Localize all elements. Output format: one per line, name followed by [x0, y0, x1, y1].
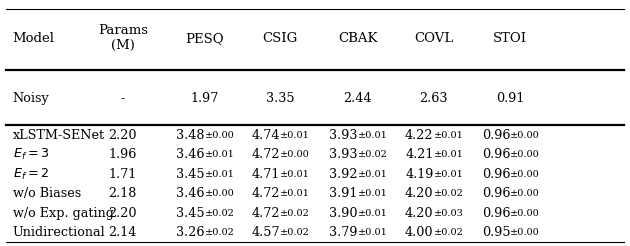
Text: COVL: COVL [414, 32, 453, 45]
Text: ±0.02: ±0.02 [433, 189, 463, 198]
Text: 0.96: 0.96 [482, 207, 510, 220]
Text: Params
(M): Params (M) [98, 24, 148, 52]
Text: $E_f = 2$: $E_f = 2$ [13, 167, 49, 182]
Text: ±0.02: ±0.02 [433, 228, 463, 237]
Text: 3.93: 3.93 [329, 129, 358, 142]
Text: 2.63: 2.63 [419, 92, 448, 105]
Text: ±0.02: ±0.02 [205, 209, 234, 218]
Text: 4.71: 4.71 [252, 168, 280, 181]
Text: ±0.00: ±0.00 [510, 170, 540, 179]
Text: 2.44: 2.44 [343, 92, 372, 105]
Text: 4.57: 4.57 [252, 226, 280, 239]
Text: 4.72: 4.72 [252, 187, 280, 200]
Text: ±0.02: ±0.02 [280, 228, 310, 237]
Text: PESQ: PESQ [185, 32, 224, 45]
Text: ±0.00: ±0.00 [510, 209, 540, 218]
Text: ±0.00: ±0.00 [510, 189, 540, 198]
Text: w/o Exp. gating: w/o Exp. gating [13, 207, 113, 220]
Text: 0.96: 0.96 [482, 148, 510, 161]
Text: 0.91: 0.91 [496, 92, 525, 105]
Text: 4.19: 4.19 [405, 168, 433, 181]
Text: CBAK: CBAK [338, 32, 377, 45]
Text: ±0.01: ±0.01 [358, 209, 387, 218]
Text: Unidirectional: Unidirectional [13, 226, 105, 239]
Text: ±0.03: ±0.03 [433, 209, 463, 218]
Text: 3.46: 3.46 [176, 148, 205, 161]
Text: 2.14: 2.14 [108, 226, 137, 239]
Text: Noisy: Noisy [13, 92, 49, 105]
Text: 2.18: 2.18 [108, 187, 137, 200]
Text: ±0.01: ±0.01 [433, 170, 463, 179]
Text: 1.71: 1.71 [109, 168, 137, 181]
Text: STOI: STOI [493, 32, 527, 45]
Text: ±0.01: ±0.01 [280, 131, 310, 140]
Text: 0.95: 0.95 [482, 226, 510, 239]
Text: ±0.01: ±0.01 [205, 170, 234, 179]
Text: 3.45: 3.45 [176, 207, 205, 220]
Text: ±0.00: ±0.00 [280, 150, 310, 159]
Text: 2.20: 2.20 [108, 207, 137, 220]
Text: -: - [121, 92, 125, 105]
Text: Model: Model [13, 32, 55, 45]
Text: 0.96: 0.96 [482, 168, 510, 181]
Text: $E_f = 3$: $E_f = 3$ [13, 147, 49, 162]
Text: ±0.01: ±0.01 [433, 131, 463, 140]
Text: 3.48: 3.48 [176, 129, 205, 142]
Text: ±0.02: ±0.02 [205, 228, 234, 237]
Text: ±0.00: ±0.00 [510, 228, 540, 237]
Text: ±0.01: ±0.01 [358, 189, 387, 198]
Text: ±0.01: ±0.01 [280, 170, 310, 179]
Text: ±0.01: ±0.01 [280, 189, 310, 198]
Text: ±0.01: ±0.01 [358, 131, 387, 140]
Text: 3.35: 3.35 [266, 92, 295, 105]
Text: xLSTM-SENet: xLSTM-SENet [13, 129, 105, 142]
Text: 4.72: 4.72 [252, 148, 280, 161]
Text: 4.20: 4.20 [405, 187, 433, 200]
Text: ±0.00: ±0.00 [205, 131, 234, 140]
Text: 4.72: 4.72 [252, 207, 280, 220]
Text: ±0.00: ±0.00 [510, 150, 540, 159]
Text: ±0.00: ±0.00 [510, 131, 540, 140]
Text: ±0.02: ±0.02 [358, 150, 387, 159]
Text: 3.92: 3.92 [329, 168, 358, 181]
Text: w/o Biases: w/o Biases [13, 187, 81, 200]
Text: 3.26: 3.26 [176, 226, 205, 239]
Text: ±0.01: ±0.01 [433, 150, 463, 159]
Text: 3.45: 3.45 [176, 168, 205, 181]
Text: 4.20: 4.20 [405, 207, 433, 220]
Text: 3.91: 3.91 [329, 187, 358, 200]
Text: 3.93: 3.93 [329, 148, 358, 161]
Text: 1.96: 1.96 [108, 148, 137, 161]
Text: CSIG: CSIG [263, 32, 298, 45]
Text: 4.74: 4.74 [252, 129, 280, 142]
Text: 0.96: 0.96 [482, 129, 510, 142]
Text: 3.46: 3.46 [176, 187, 205, 200]
Text: 4.21: 4.21 [405, 148, 433, 161]
Text: ±0.00: ±0.00 [205, 189, 234, 198]
Text: 2.20: 2.20 [108, 129, 137, 142]
Text: 4.22: 4.22 [405, 129, 433, 142]
Text: ±0.01: ±0.01 [205, 150, 234, 159]
Text: 3.79: 3.79 [329, 226, 358, 239]
Text: ±0.02: ±0.02 [280, 209, 310, 218]
Text: 0.96: 0.96 [482, 187, 510, 200]
Text: 4.00: 4.00 [405, 226, 433, 239]
Text: 1.97: 1.97 [190, 92, 219, 105]
Text: ±0.01: ±0.01 [358, 228, 387, 237]
Text: ±0.01: ±0.01 [358, 170, 387, 179]
Text: 3.90: 3.90 [329, 207, 358, 220]
